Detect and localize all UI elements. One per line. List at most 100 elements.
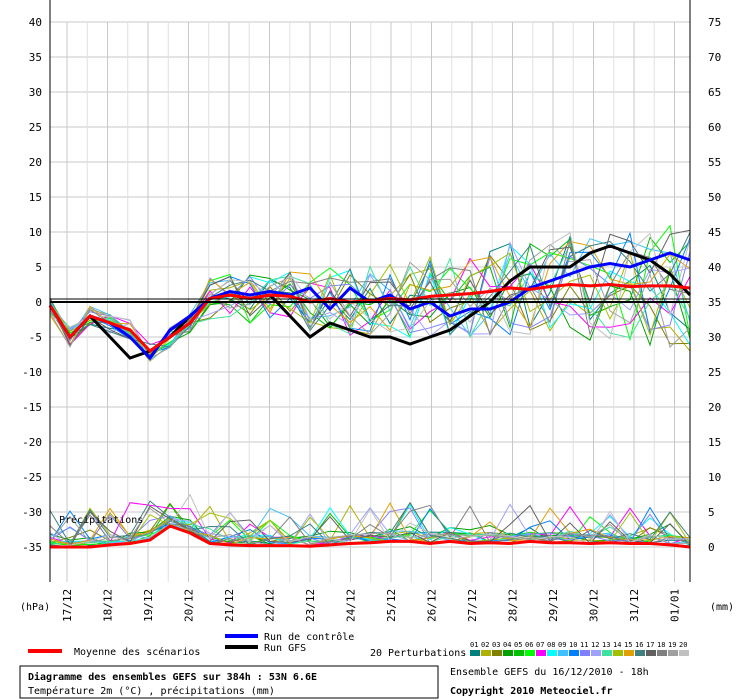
x-tick-label: 17/12	[61, 589, 74, 622]
perturbation-precip-line	[49, 493, 691, 547]
perturbation-number: 08	[547, 641, 555, 649]
right-tick-label: 25	[708, 366, 721, 379]
copyright: Copyright 2010 Meteociel.fr	[450, 685, 613, 697]
axes	[49, 0, 691, 582]
chart-title: Diagramme des ensembles GEFS sur 384h : …	[28, 671, 317, 683]
x-tick-label: 22/12	[264, 589, 277, 622]
title-box	[19, 665, 439, 699]
perturbation-number: 19	[668, 641, 676, 649]
left-tick-label: 15	[29, 191, 42, 204]
left-tick-label: -10	[22, 366, 42, 379]
legend-mean-label: Moyenne des scénarios	[74, 646, 200, 658]
perturbation-precip-line	[49, 504, 691, 545]
left-axis-unit: (hPa)	[20, 602, 50, 613]
left-tick-label: -15	[22, 401, 42, 414]
x-tick-label: 28/12	[507, 589, 520, 622]
right-tick-label: 65	[708, 86, 721, 99]
x-tick-label: 01/01	[669, 589, 682, 622]
perturbation-swatch	[514, 650, 524, 656]
left-tick-label: 25	[29, 121, 42, 134]
left-tick-label: 5	[35, 261, 42, 274]
perturbation-number: 15	[624, 641, 632, 649]
perturbation-number: 01	[470, 641, 478, 649]
perturbation-number: 20	[679, 641, 687, 649]
perturbation-number: 09	[558, 641, 566, 649]
right-tick-label: 0	[708, 541, 715, 554]
perturbation-number: 12	[591, 641, 599, 649]
mean-line	[48, 282, 691, 353]
left-tick-label: 20	[29, 156, 42, 169]
perturbation-swatch	[558, 650, 568, 656]
perturbation-line	[49, 252, 691, 360]
x-tick-label: 29/12	[547, 589, 560, 622]
x-tick-label: 30/12	[588, 589, 601, 622]
perturbation-number: 04	[503, 641, 511, 649]
right-tick-label: 55	[708, 156, 721, 169]
left-tick-label: -20	[22, 436, 42, 449]
right-tick-label: 5	[708, 506, 715, 519]
right-tick-label: 30	[708, 331, 721, 344]
right-axis-unit: (mm)	[710, 602, 734, 613]
perturbation-line	[49, 257, 691, 346]
run-info: Ensemble GEFS du 16/12/2010 - 18h	[450, 667, 649, 678]
perturbation-legend: 01 02 03 04 05 06 07 08 09 10 11 12 13 14 15 16 17 18 19 20	[470, 641, 689, 656]
precip-label: Précipitations	[59, 514, 143, 526]
left-tick-label: 35	[29, 51, 42, 64]
x-tick-label: 18/12	[102, 589, 115, 622]
x-tick-label: 31/12	[628, 589, 641, 622]
right-tick-label: 35	[708, 296, 721, 309]
perturbation-number: 03	[492, 641, 500, 649]
x-tick-label: 19/12	[142, 589, 155, 622]
perturbation-swatch	[613, 650, 623, 656]
left-tick-label: -35	[22, 541, 42, 554]
perturbation-precip-line	[49, 502, 691, 546]
perturbation-number: 11	[580, 641, 588, 649]
legend-gfs-label: Run GFS	[264, 643, 306, 654]
x-tick-label: 20/12	[183, 589, 196, 622]
legend-perturbations-label: 20 Perturbations	[370, 648, 466, 659]
perturbation-number: 06	[525, 641, 533, 649]
x-tick-label: 21/12	[223, 589, 236, 622]
right-tick-label: 75	[708, 16, 721, 29]
perturbation-number: 16	[635, 641, 643, 649]
perturbation-swatch	[503, 650, 513, 656]
right-tick-label: 40	[708, 261, 721, 274]
perturbation-swatch	[668, 650, 678, 656]
perturbation-number: 10	[569, 641, 577, 649]
right-tick-label: 60	[708, 121, 721, 134]
perturbation-swatch	[646, 650, 656, 656]
chart-subtitle: Température 2m (°C) , précipitations (mm…	[28, 685, 275, 697]
perturbation-swatch	[470, 650, 480, 656]
right-tick-label: 50	[708, 191, 721, 204]
left-tick-label: -5	[29, 331, 42, 344]
perturbation-swatch	[657, 650, 667, 656]
perturbation-swatch	[481, 650, 491, 656]
left-tick-label: 40	[29, 16, 42, 29]
left-tick-label: -25	[22, 471, 42, 484]
perturbation-swatch	[569, 650, 579, 656]
perturbation-number: 18	[657, 641, 665, 649]
legend-control-label: Run de contrôle	[264, 631, 354, 643]
x-tick-label: 25/12	[385, 589, 398, 622]
right-tick-label: 15	[708, 436, 721, 449]
x-tick-label: 27/12	[466, 589, 479, 622]
perturbation-line	[49, 243, 691, 360]
perturbation-swatch	[525, 650, 535, 656]
x-tick-label: 23/12	[304, 589, 317, 622]
perturbation-number: 07	[536, 641, 544, 649]
perturbation-precip-line	[49, 504, 691, 548]
perturbation-number: 13	[602, 641, 610, 649]
perturbation-swatch	[635, 650, 645, 656]
x-tick-label: 24/12	[345, 589, 358, 622]
perturbation-number: 17	[646, 641, 654, 649]
left-tick-label: 30	[29, 86, 42, 99]
perturbation-swatch	[591, 650, 601, 656]
right-tick-label: 70	[708, 51, 721, 64]
perturbation-precip-line	[49, 500, 691, 546]
x-tick-label: 26/12	[426, 589, 439, 622]
right-tick-label: 45	[708, 226, 721, 239]
perturbation-swatch	[602, 650, 612, 656]
perturbation-number: 05	[514, 641, 522, 649]
right-tick-label: 20	[708, 401, 721, 414]
left-tick-label: 10	[29, 226, 42, 239]
